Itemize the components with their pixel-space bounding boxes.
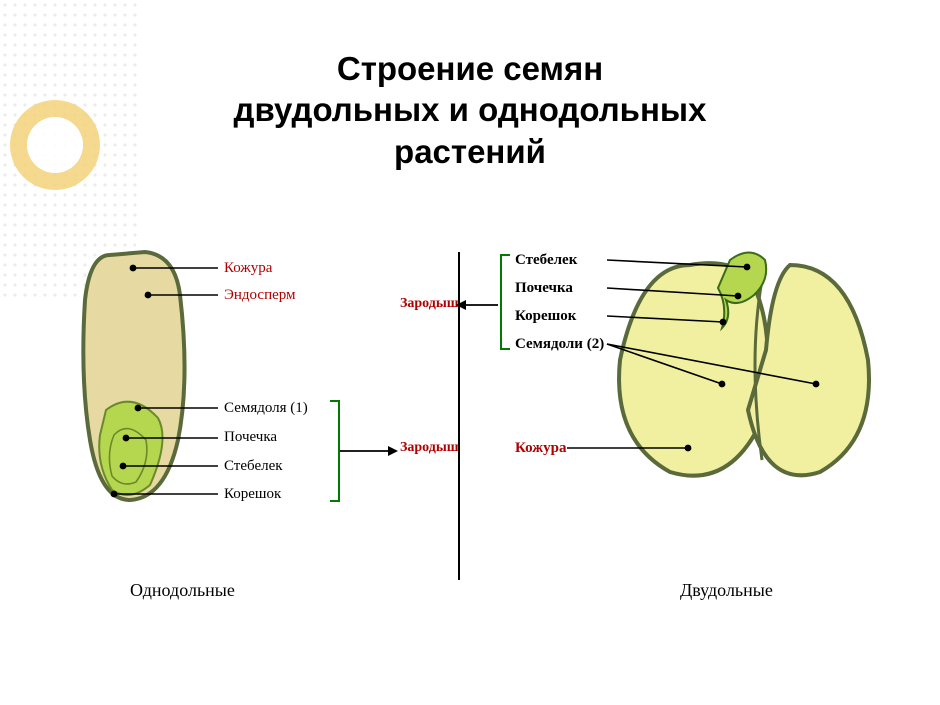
caption-monocot: Однодольные xyxy=(130,580,235,601)
title-line1: Строение семян xyxy=(0,48,940,89)
right-label-stebelek: Стебелек xyxy=(515,252,577,269)
title-line2: двудольных и однодольных xyxy=(0,89,940,130)
right-arrow xyxy=(462,296,522,316)
caption-dicot: Двудольные xyxy=(680,580,773,601)
right-label-semyadoli: Семядоли (2) xyxy=(515,336,604,353)
right-label-koreshok: Корешок xyxy=(515,308,576,325)
title-line3: растений xyxy=(0,131,940,172)
diagram-area: Кожура Эндосперм Семядоля (1) Почечка Ст… xyxy=(30,240,910,640)
right-embryo-label: Зародыш xyxy=(400,296,459,312)
right-label-pochechka: Почечка xyxy=(515,280,573,297)
page-title: Строение семян двудольных и однодольных … xyxy=(0,48,940,172)
right-label-kozhura: Кожура xyxy=(515,440,566,457)
right-leader-lines xyxy=(30,240,910,540)
